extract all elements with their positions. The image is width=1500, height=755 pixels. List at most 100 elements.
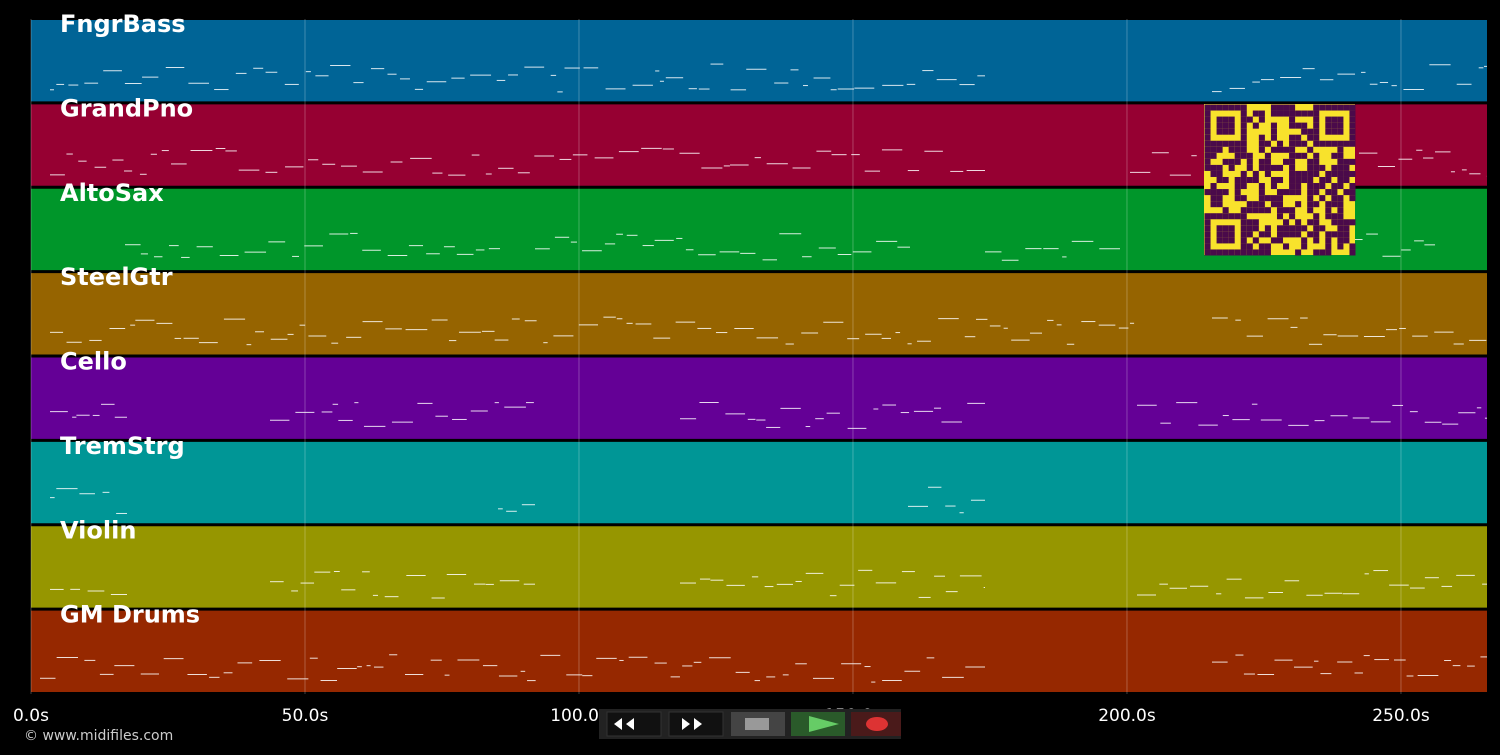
track-name: FngrBass xyxy=(60,10,186,38)
qr-cell xyxy=(1240,152,1247,159)
qr-cell xyxy=(1331,104,1338,111)
qr-cell xyxy=(1319,164,1326,171)
qr-cell xyxy=(1331,219,1338,226)
qr-cell xyxy=(1337,213,1344,220)
qr-cell xyxy=(1234,189,1241,196)
qr-cell xyxy=(1289,164,1296,171)
qr-cell xyxy=(1313,164,1320,171)
qr-cell xyxy=(1210,104,1217,111)
qr-cell xyxy=(1246,116,1253,123)
qr-cell xyxy=(1270,176,1277,184)
qr-cell xyxy=(1349,116,1356,123)
qr-cell xyxy=(1246,243,1253,250)
qr-cell xyxy=(1313,225,1320,232)
qr-cell xyxy=(1325,104,1332,111)
qr-cell xyxy=(1319,249,1326,256)
qr-cell xyxy=(1216,249,1223,256)
qr-cell xyxy=(1210,213,1217,220)
qr-cell xyxy=(1349,110,1356,117)
qr-cell xyxy=(1270,146,1277,153)
qr-cell xyxy=(1349,158,1356,165)
qr-cell xyxy=(1204,213,1211,220)
qr-cell xyxy=(1276,201,1284,208)
qr-cell xyxy=(1234,213,1241,220)
qr-cell xyxy=(1289,134,1296,141)
qr-cell xyxy=(1270,164,1277,171)
qr-cell xyxy=(1295,134,1302,141)
qr-cell xyxy=(1349,189,1356,196)
track-name: SteelGtr xyxy=(60,263,173,291)
qr-cell xyxy=(1216,116,1223,123)
qr-cell xyxy=(1337,140,1344,147)
qr-cell xyxy=(1210,183,1217,190)
qr-cell xyxy=(1222,104,1229,111)
qr-cell xyxy=(1222,128,1229,135)
qr-cell xyxy=(1289,225,1296,232)
qr-cell xyxy=(1252,249,1259,256)
qr-cell xyxy=(1307,183,1314,190)
x-tick-label: 200.0s xyxy=(1098,706,1156,726)
qr-cell xyxy=(1331,213,1338,220)
qr-cell xyxy=(1313,134,1320,141)
qr-cell xyxy=(1325,213,1332,220)
qr-cell xyxy=(1289,207,1296,214)
qr-cell xyxy=(1246,249,1253,256)
qr-cell xyxy=(1337,231,1344,238)
x-tick-label: 0.0s xyxy=(13,706,49,726)
qr-cell xyxy=(1307,146,1314,153)
qr-cell xyxy=(1204,140,1211,147)
qr-cell xyxy=(1276,176,1284,184)
qr-cell xyxy=(1313,140,1320,147)
qr-cell xyxy=(1295,170,1302,177)
qr-cell xyxy=(1240,122,1247,129)
footer: © www.midifiles.com xyxy=(24,728,173,744)
qr-cell xyxy=(1307,189,1314,196)
qr-cell xyxy=(1289,189,1296,196)
qr-cell xyxy=(1264,152,1271,159)
qr-cell xyxy=(1337,225,1344,232)
qr-cell xyxy=(1313,249,1320,256)
qr-cell xyxy=(1319,225,1326,232)
qr-cell xyxy=(1337,243,1344,250)
qr-cell xyxy=(1331,183,1338,190)
qr-cell xyxy=(1216,122,1223,129)
qr-cell xyxy=(1313,219,1320,226)
forward-button[interactable] xyxy=(668,711,724,737)
qr-cell xyxy=(1210,146,1217,153)
qr-cell xyxy=(1301,128,1308,135)
qr-cell xyxy=(1349,249,1356,256)
qr-cell xyxy=(1240,146,1247,153)
qr-cell xyxy=(1331,164,1338,171)
qr-cell xyxy=(1258,249,1265,256)
qr-cell xyxy=(1289,213,1296,220)
qr-cell xyxy=(1337,207,1344,214)
qr-cell xyxy=(1234,249,1241,256)
qr-cell xyxy=(1319,176,1326,184)
qr-cell xyxy=(1295,176,1302,184)
qr-cell xyxy=(1319,183,1326,190)
qr-cell xyxy=(1331,195,1338,202)
qr-cell xyxy=(1264,158,1271,165)
qr-cell xyxy=(1313,152,1320,159)
qr-cell xyxy=(1313,189,1320,196)
record-button[interactable] xyxy=(851,712,901,736)
qr-cell xyxy=(1289,110,1296,117)
qr-cell xyxy=(1283,189,1290,196)
qr-cell xyxy=(1264,225,1271,232)
qr-cell xyxy=(1325,243,1332,250)
stop-button[interactable] xyxy=(731,712,785,736)
rewind-button[interactable] xyxy=(606,711,662,737)
qr-cell xyxy=(1234,140,1241,147)
qr-cell xyxy=(1240,104,1247,111)
qr-cell xyxy=(1210,201,1217,208)
qr-cell xyxy=(1264,164,1271,171)
qr-cell xyxy=(1222,237,1229,244)
qr-cell xyxy=(1234,146,1241,153)
qr-cell xyxy=(1307,219,1314,226)
qr-cell xyxy=(1276,164,1284,171)
qr-cell xyxy=(1204,189,1211,196)
track-band xyxy=(31,610,1487,692)
play-button[interactable] xyxy=(791,712,845,736)
qr-cell xyxy=(1204,164,1211,171)
track-name: TremStrg xyxy=(60,432,185,460)
